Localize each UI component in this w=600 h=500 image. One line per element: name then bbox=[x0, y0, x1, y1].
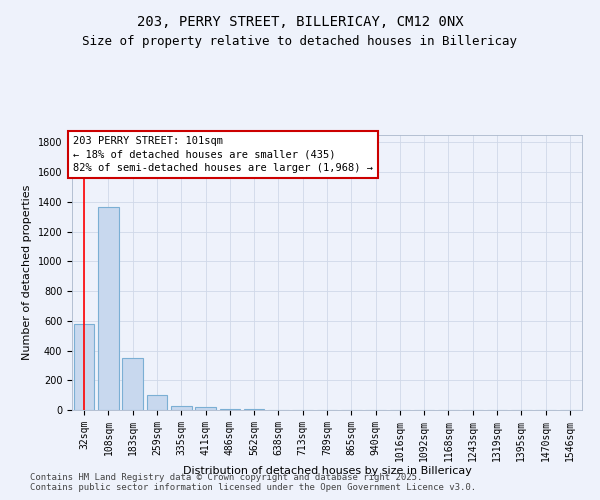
Bar bbox=[195, 408, 216, 410]
Text: 203 PERRY STREET: 101sqm
← 18% of detached houses are smaller (435)
82% of semi-: 203 PERRY STREET: 101sqm ← 18% of detach… bbox=[73, 136, 373, 173]
Bar bbox=[122, 358, 143, 410]
Text: 203, PERRY STREET, BILLERICAY, CM12 0NX: 203, PERRY STREET, BILLERICAY, CM12 0NX bbox=[137, 15, 463, 29]
Text: Contains HM Land Registry data © Crown copyright and database right 2025.: Contains HM Land Registry data © Crown c… bbox=[30, 474, 422, 482]
Bar bbox=[98, 207, 119, 410]
Y-axis label: Number of detached properties: Number of detached properties bbox=[22, 185, 32, 360]
Bar bbox=[220, 409, 240, 410]
Bar bbox=[171, 406, 191, 410]
Text: Contains public sector information licensed under the Open Government Licence v3: Contains public sector information licen… bbox=[30, 484, 476, 492]
Text: Size of property relative to detached houses in Billericay: Size of property relative to detached ho… bbox=[83, 35, 517, 48]
Bar bbox=[74, 324, 94, 410]
Bar bbox=[146, 396, 167, 410]
X-axis label: Distribution of detached houses by size in Billericay: Distribution of detached houses by size … bbox=[182, 466, 472, 476]
